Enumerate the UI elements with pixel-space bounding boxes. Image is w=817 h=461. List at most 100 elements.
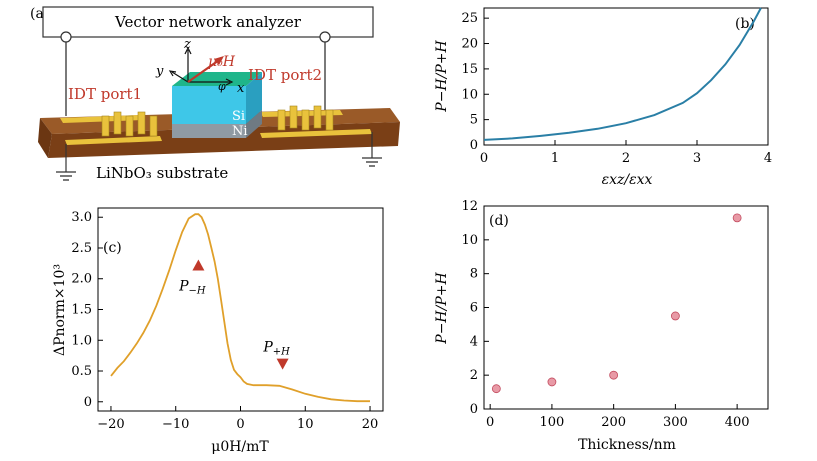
panel-c-xtick-label-1: −10: [162, 417, 189, 432]
panel-b-xtick-label-0: 0: [480, 151, 488, 166]
substrate-label: LiNbO₃ substrate: [96, 164, 228, 182]
panel-c-ytick-label-5: 2.5: [71, 241, 92, 256]
field-arrowhead: [214, 56, 224, 65]
idt-fingers-left: [101, 111, 158, 137]
axis-x-label: x: [237, 81, 245, 96]
panel-d-ytick-label-5: 10: [461, 233, 478, 248]
si-label: Si: [232, 109, 245, 124]
panel-b-ylabel: P−H/P+H: [434, 39, 450, 112]
panel-d-ylabel: P−H/P+H: [434, 271, 450, 344]
ground-rail-right: [260, 129, 372, 138]
angle-label: φ: [218, 80, 226, 93]
field-label: μ₀H: [208, 54, 236, 70]
idt-port1-label: IDT port1: [68, 85, 142, 103]
panel-d-series: [491, 213, 742, 394]
ni-label: Ni: [232, 124, 248, 139]
panel-c-chart: (c) −20 −10 0 10 20 0 0.5 1.0 1.5 2.0 2.5 3.0 P−H P+…: [52, 207, 384, 455]
panel-c-annotation-label-1: P+H: [262, 340, 290, 358]
panel-d-point-2: [609, 370, 619, 380]
panel-d-xlabel: Thickness/nm: [578, 437, 676, 453]
panel-d-point-0: [491, 384, 501, 394]
panel-b-ytick-label-3: 15: [461, 62, 478, 77]
panel-c-xlabel: μ0H/mT: [211, 439, 269, 455]
panel-d-label: (d): [489, 213, 509, 229]
panel-b-ytick-label-5: 25: [461, 11, 478, 26]
panel-d-xtick-label-4: 400: [725, 415, 750, 430]
vna-terminal-right: [319, 31, 331, 43]
panel-d-ytick-label-3: 6: [470, 301, 478, 316]
vna-label: Vector network analyzer: [114, 13, 302, 31]
panel-b-frame: [483, 7, 769, 146]
panel-c-ytick-label-1: 0.5: [71, 364, 92, 379]
ground-rail-left: [65, 136, 162, 145]
vna-box: [42, 6, 374, 38]
si-block-front: [172, 86, 246, 124]
panel-d-xtick-label-3: 300: [663, 415, 688, 430]
substrate-front: [48, 122, 400, 158]
panel-b-xtick-label-1: 1: [551, 151, 559, 166]
panel-b-xtick-label-4: 4: [764, 151, 772, 166]
panel-b-series: [483, 7, 762, 141]
panel-c-ytick-label-3: 1.5: [71, 303, 92, 318]
panel-d-xtick-label-0: 0: [486, 415, 494, 430]
panel-c-ytick-label-0: 0: [84, 395, 92, 410]
panel-c-label: (c): [103, 240, 122, 256]
panel-d-point-3: [670, 311, 680, 321]
panel-c-xtick-label-2: 0: [236, 417, 244, 432]
panel-a-schematic: (a) Vector network analyzer: [30, 6, 400, 182]
panel-c-annotation-marker-1: [276, 358, 289, 370]
panel-d-ytick-label-4: 8: [470, 267, 478, 282]
panel-b-ticks: 0 1 2 3 4 0 5 10 15 20 25: [461, 11, 772, 166]
panel-c-ylabel: ΔPnorm×10³: [52, 264, 68, 356]
axis-y-label: y: [155, 64, 164, 79]
panel-d-xtick-label-1: 100: [539, 415, 564, 430]
panel-b-ytick-label-2: 10: [461, 87, 478, 102]
panel-d-ticks: 0 100 200 300 400 0 2 4 6 8 10 12: [461, 199, 749, 430]
panel-c-ytick-label-6: 3.0: [71, 210, 92, 225]
panel-c-annotation-label-0: P−H: [178, 278, 206, 296]
panel-c-annotation-marker-0: [192, 259, 205, 271]
panel-d-xtick-label-2: 200: [601, 415, 626, 430]
panel-c-xtick-label-3: 10: [297, 417, 314, 432]
panel-d-ytick-label-1: 2: [470, 368, 478, 383]
ni-layer-front: [172, 124, 246, 138]
idt-port2-label: IDT port2: [248, 66, 322, 84]
panel-c-ticks: −20 −10 0 10 20 0 0.5 1.0 1.5 2.0 2.5 3.0: [71, 210, 378, 432]
panel-d-ytick-label-6: 12: [461, 199, 478, 214]
panel-d-point-1: [547, 377, 557, 387]
panel-c-annotations: P−H P+H: [178, 259, 290, 370]
panel-c-series-line: [110, 213, 370, 403]
coordinate-axes: [168, 46, 234, 86]
panel-d-point-4: [732, 213, 742, 223]
panel-b-series-line: [483, 7, 762, 141]
panel-c-ytick-label-4: 2.0: [71, 272, 92, 287]
panel-c-frame: [97, 207, 384, 412]
panel-d-frame: [483, 205, 769, 410]
panel-b-xtick-label-3: 3: [693, 151, 701, 166]
panel-b-xtick-label-2: 2: [622, 151, 630, 166]
vna-terminal-left: [60, 31, 72, 43]
panel-c-series: [110, 213, 370, 403]
ground-icon-left: [56, 171, 76, 181]
panel-c-ytick-label-2: 1.0: [71, 333, 92, 348]
ni-layer-side: [246, 110, 262, 138]
panel-b-ytick-label-1: 5: [470, 113, 478, 128]
panel-b-ytick-label-0: 0: [470, 138, 478, 153]
panel-d-ytick-label-2: 4: [470, 334, 478, 349]
panel-c-xtick-label-0: −20: [97, 417, 124, 432]
panel-d-ytick-label-0: 0: [470, 402, 478, 417]
field-arrow: [187, 57, 223, 83]
idt-pad-left: [60, 115, 143, 123]
panel-b-xlabel: εxz/εxx: [602, 172, 653, 188]
panel-c-xtick-label-4: 20: [362, 417, 379, 432]
substrate-side: [38, 118, 52, 158]
axis-z-label: z: [183, 37, 191, 52]
idt-fingers-right: [277, 105, 334, 131]
panel-b-ytick-label-4: 20: [461, 37, 478, 52]
si-block-side: [246, 72, 262, 124]
ground-icon-right: [362, 157, 382, 167]
